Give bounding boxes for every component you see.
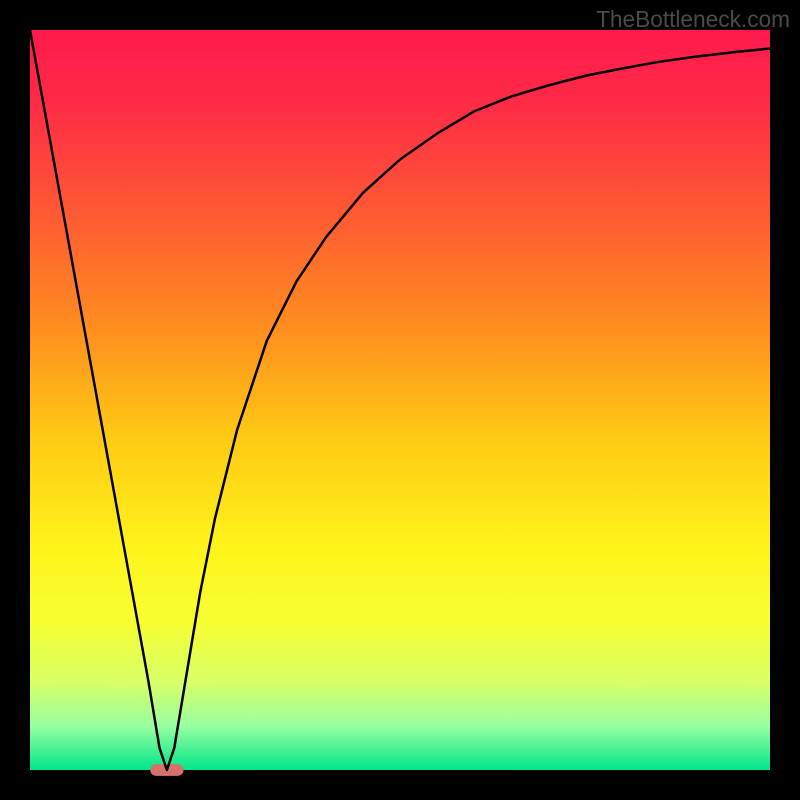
- bottleneck-chart: [0, 0, 800, 800]
- chart-container: TheBottleneck.com: [0, 0, 800, 800]
- watermark-text: TheBottleneck.com: [596, 6, 790, 33]
- plot-background-gradient: [30, 30, 770, 770]
